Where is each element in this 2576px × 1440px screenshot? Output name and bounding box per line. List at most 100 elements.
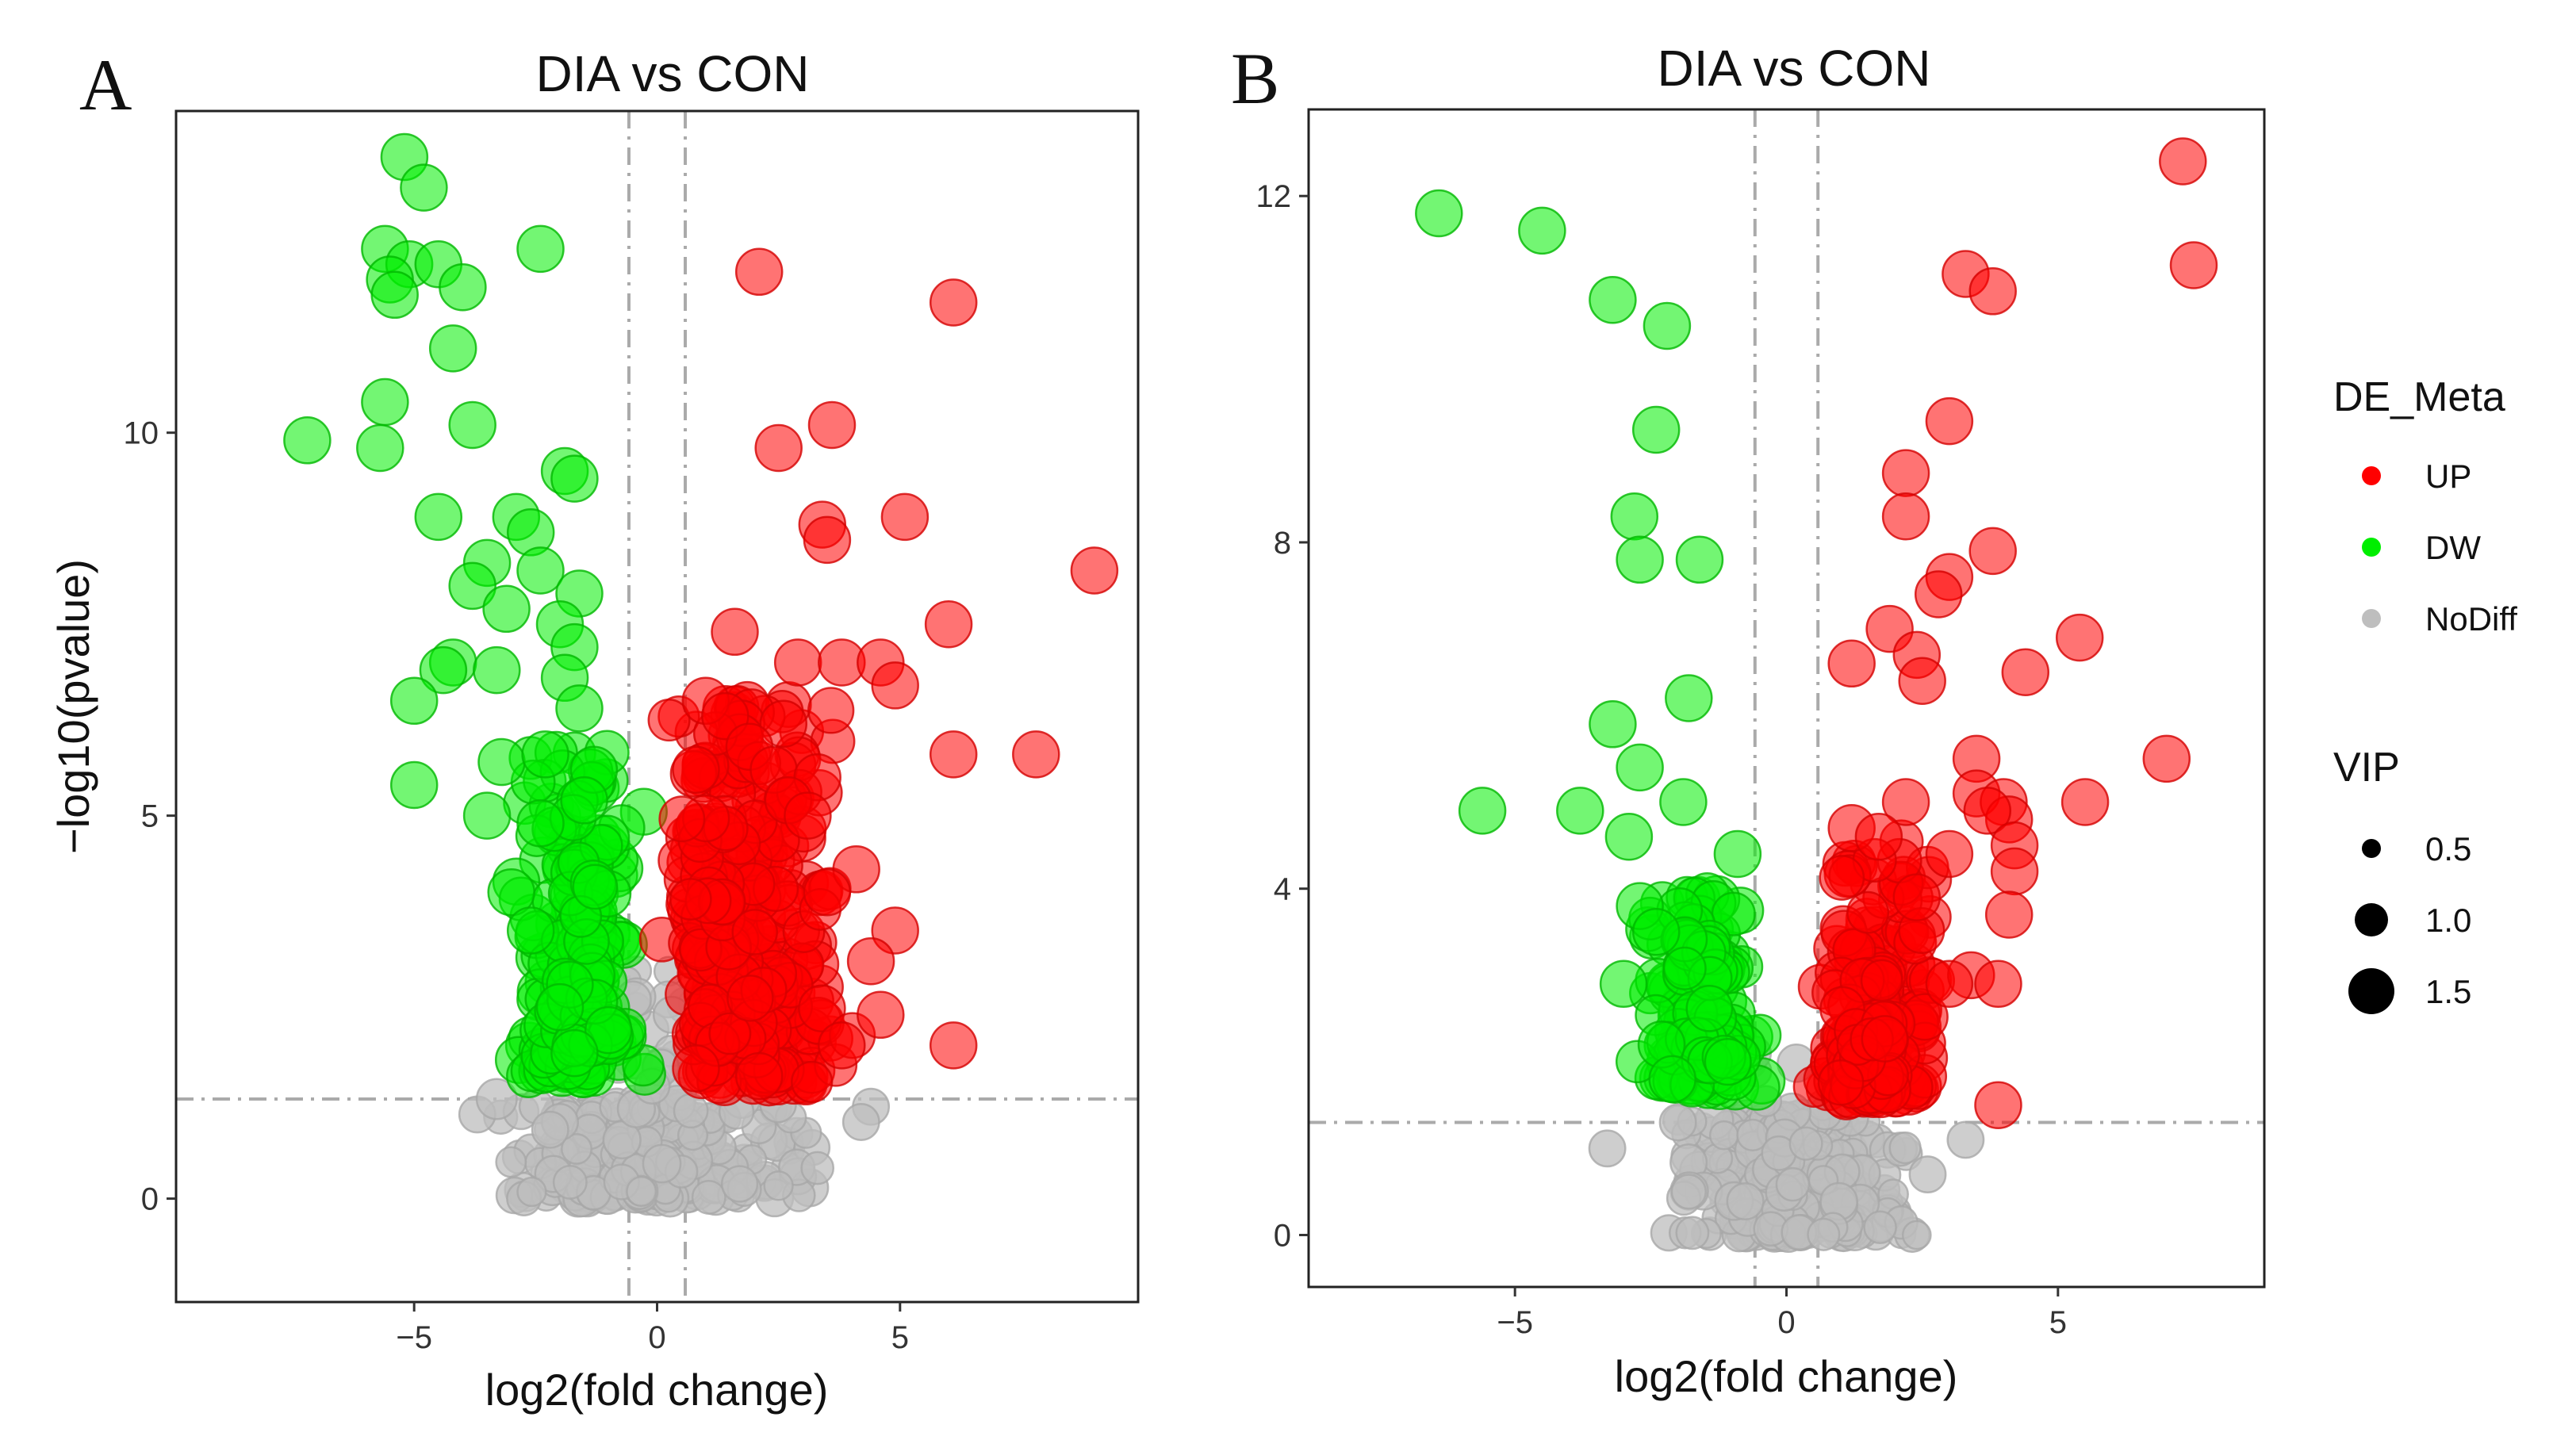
data-point-nodiff bbox=[495, 1146, 527, 1178]
data-point-nodiff bbox=[531, 1110, 569, 1149]
x-tick-label: −5 bbox=[396, 1320, 432, 1355]
y-tick-label: 10 bbox=[124, 416, 159, 451]
panel-a-y-axis-label: −log10(pvalue) bbox=[48, 559, 98, 854]
data-point-dw bbox=[1616, 743, 1664, 792]
panel-b: B DIA vs CON −5 0 5 0 4 8 12 log2(fold change) bbox=[1231, 38, 2266, 1401]
data-point-up bbox=[791, 1060, 834, 1104]
data-point-up bbox=[658, 795, 706, 843]
x-tick-label: 5 bbox=[891, 1320, 909, 1355]
y-tick-label: 4 bbox=[1274, 872, 1291, 907]
data-point-up bbox=[807, 687, 855, 734]
legend-size-label: 0.5 bbox=[2425, 830, 2471, 867]
data-point-up bbox=[1974, 959, 2022, 1009]
data-point-dw bbox=[482, 584, 531, 634]
data-point-up bbox=[784, 791, 832, 840]
data-point-dw bbox=[584, 1005, 633, 1055]
panel-a-title: DIA vs CON bbox=[536, 45, 810, 102]
data-point-dw bbox=[516, 799, 565, 848]
data-point-dw bbox=[487, 867, 535, 917]
data-point-dw bbox=[389, 760, 439, 810]
data-point-dw bbox=[448, 561, 496, 611]
y-tick-label: 0 bbox=[1274, 1218, 1291, 1253]
data-point-dw bbox=[1604, 812, 1654, 861]
data-point-up bbox=[1925, 396, 1974, 446]
panel-a-axis-ticks: −5 0 5 0 5 10 bbox=[124, 416, 909, 1355]
data-point-up bbox=[672, 1044, 720, 1093]
data-point-up bbox=[1974, 1081, 2022, 1129]
data-point-up bbox=[2159, 137, 2207, 186]
data-point-dw bbox=[356, 423, 404, 473]
data-point-up bbox=[1881, 449, 1930, 497]
data-point-dw bbox=[1675, 535, 1724, 584]
data-point-nodiff bbox=[841, 1103, 880, 1141]
data-point-up bbox=[1861, 1015, 1909, 1063]
data-point-nodiff bbox=[1675, 1216, 1710, 1250]
legend-label-nodiff: NoDiff bbox=[2425, 600, 2517, 638]
panel-a-x-axis-label: log2(fold change) bbox=[485, 1365, 829, 1415]
data-point-up bbox=[1070, 546, 1119, 595]
data-point-up bbox=[1963, 787, 2012, 835]
data-point-dw bbox=[1589, 275, 1637, 324]
data-point-up bbox=[672, 745, 720, 794]
data-point-dw bbox=[1556, 787, 1604, 835]
legend-swatch-up bbox=[2362, 466, 2381, 485]
data-point-up bbox=[773, 638, 822, 687]
data-point-dw bbox=[448, 400, 496, 450]
data-point-dw bbox=[560, 776, 608, 825]
legend-size-items: 0.5 1.0 1.5 bbox=[2348, 830, 2471, 1014]
data-point-up bbox=[803, 515, 852, 565]
data-point-up bbox=[803, 867, 852, 917]
data-point-nodiff bbox=[1908, 1155, 1947, 1194]
data-point-nodiff bbox=[1708, 1120, 1739, 1151]
panel-b-plot-background bbox=[1309, 109, 2264, 1287]
data-point-dw bbox=[473, 645, 521, 695]
data-point-dw bbox=[1610, 492, 1659, 541]
data-point-up bbox=[807, 400, 857, 450]
data-point-dw bbox=[521, 730, 569, 779]
data-point-up bbox=[1854, 812, 1903, 861]
y-tick-label: 0 bbox=[141, 1182, 159, 1217]
data-point-up bbox=[1968, 267, 2017, 316]
data-point-up bbox=[2142, 734, 2191, 783]
data-point-dw bbox=[1685, 984, 1734, 1032]
data-point-up bbox=[929, 278, 978, 327]
data-point-dw bbox=[414, 492, 463, 542]
data-point-up bbox=[929, 730, 978, 779]
legend-color-title: DE_Meta bbox=[2333, 374, 2505, 420]
data-point-dw bbox=[361, 377, 409, 427]
data-point-dw bbox=[1704, 1038, 1752, 1086]
x-tick-label: 5 bbox=[2049, 1305, 2067, 1340]
panel-b-axis-ticks: −5 0 5 0 4 8 12 bbox=[1256, 179, 2067, 1340]
data-point-dw bbox=[506, 906, 555, 955]
data-point-up bbox=[1817, 1059, 1865, 1106]
data-point-dw bbox=[1713, 829, 1762, 879]
data-point-nodiff bbox=[720, 1165, 759, 1203]
data-point-dw bbox=[419, 645, 468, 695]
data-point-nodiff bbox=[1863, 1210, 1897, 1245]
data-point-up bbox=[1819, 855, 1865, 901]
data-point-up bbox=[929, 1021, 978, 1070]
data-point-nodiff bbox=[800, 1151, 835, 1185]
data-point-up bbox=[726, 975, 774, 1022]
data-point-dw bbox=[550, 1028, 599, 1078]
y-tick-label: 12 bbox=[1256, 179, 1292, 214]
legend-color-items: UP DW NoDiff bbox=[2362, 458, 2517, 638]
data-point-dw bbox=[516, 546, 565, 595]
legend-size-label: 1.5 bbox=[2425, 973, 2471, 1010]
data-point-up bbox=[1914, 570, 1963, 619]
data-point-up bbox=[1827, 639, 1876, 688]
legend-size-swatch bbox=[2348, 968, 2394, 1014]
data-point-up bbox=[880, 492, 930, 542]
data-point-nodiff bbox=[1807, 1217, 1841, 1251]
data-point-dw bbox=[1616, 535, 1664, 584]
data-point-dw bbox=[1458, 787, 1507, 835]
data-point-up bbox=[1898, 657, 1946, 705]
data-point-nodiff bbox=[1888, 1131, 1922, 1165]
data-point-up bbox=[1892, 873, 1942, 921]
x-tick-label: 0 bbox=[648, 1320, 665, 1355]
data-point-dw bbox=[1631, 908, 1681, 956]
legend-label-dw: DW bbox=[2425, 529, 2481, 566]
data-point-up bbox=[734, 1051, 784, 1101]
data-point-up bbox=[711, 607, 759, 657]
